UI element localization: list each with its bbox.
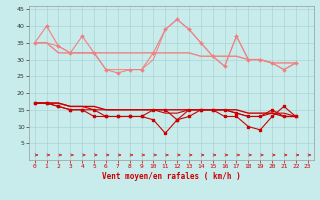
X-axis label: Vent moyen/en rafales ( km/h ): Vent moyen/en rafales ( km/h ) xyxy=(102,172,241,181)
